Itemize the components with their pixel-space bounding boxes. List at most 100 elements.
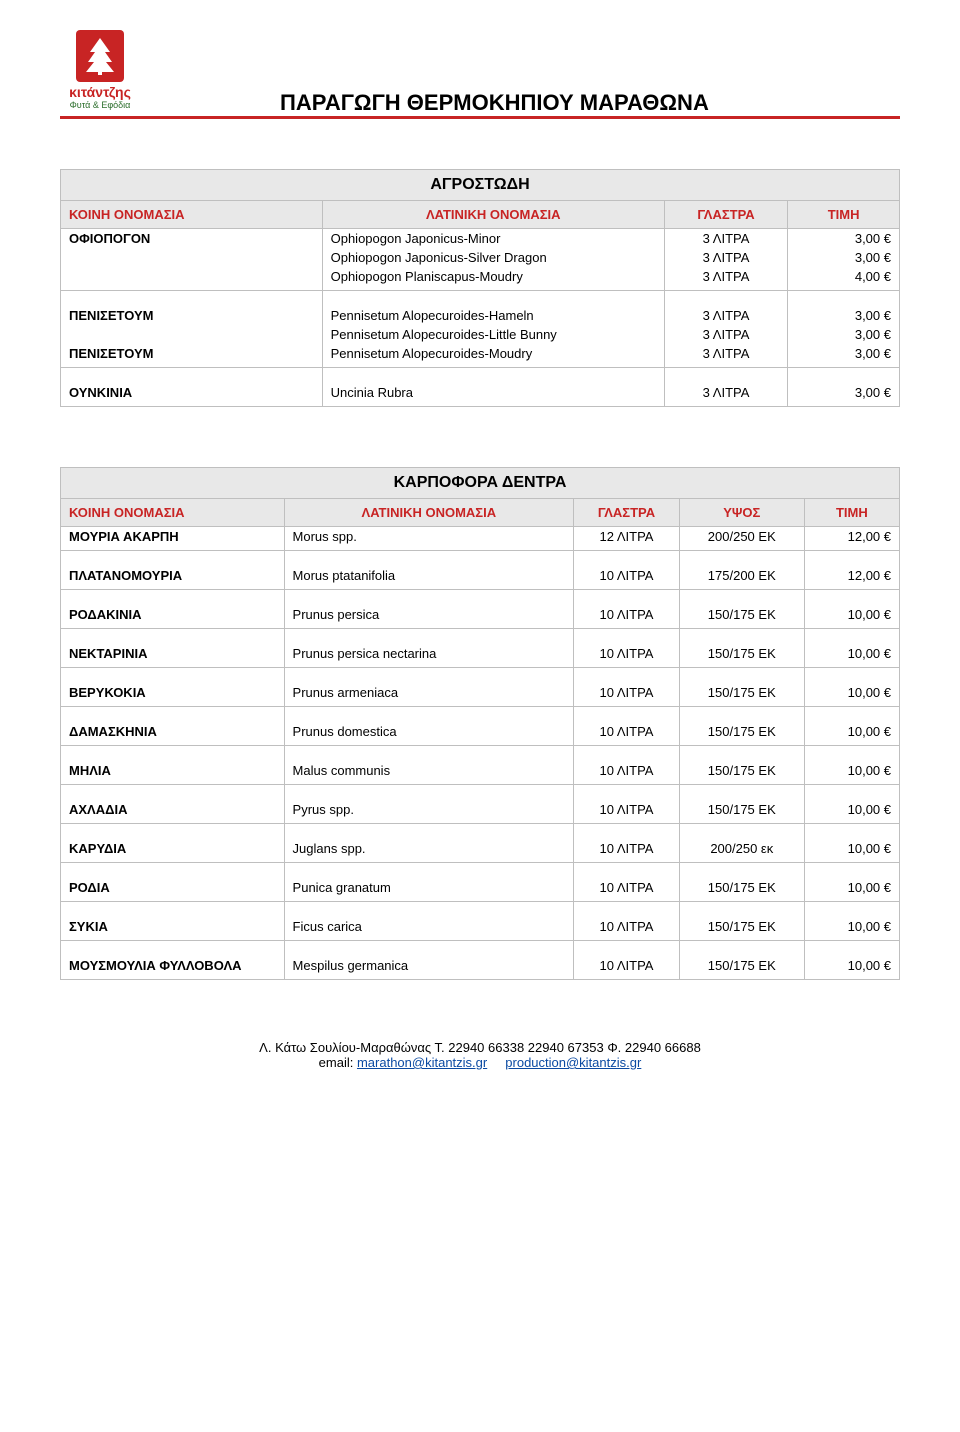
height-cell: 150/175 ΕΚ — [679, 800, 804, 824]
greek-name-cell: ΟΦΙΟΠΟΓΟΝ — [61, 229, 323, 249]
greek-name-cell — [61, 248, 323, 267]
price-cell: 4,00 € — [788, 267, 900, 291]
footer-email-1[interactable]: marathon@kitantzis.gr — [357, 1055, 487, 1070]
table-title: ΚΑΡΠΟΦΟΡΑ ΔΕΝΤΡΑ — [61, 468, 900, 499]
price-cell: 10,00 € — [804, 644, 899, 668]
greek-name-cell: ΝΕΚΤΑΡΙΝΙΑ — [61, 644, 285, 668]
pot-cell: 3 ΛΙΤΡΑ — [664, 306, 787, 325]
latin-name-cell: Ophiopogon Planiscapus-Moudry — [322, 267, 664, 291]
col-height: ΥΨΟΣ — [679, 499, 804, 527]
price-cell: 3,00 € — [788, 344, 900, 368]
height-cell: 150/175 ΕΚ — [679, 761, 804, 785]
price-cell: 10,00 € — [804, 917, 899, 941]
col-pot: ΓΛΑΣΤΡΑ — [664, 201, 787, 229]
latin-name-cell: Pennisetum Alopecuroides-Little Bunny — [322, 325, 664, 344]
latin-name-cell: Uncinia Rubra — [322, 383, 664, 407]
pot-cell: 3 ΛΙΤΡΑ — [664, 248, 787, 267]
latin-name-cell: Malus communis — [284, 761, 574, 785]
footer-email-label: email: — [319, 1055, 354, 1070]
price-cell: 3,00 € — [788, 325, 900, 344]
pot-cell: 10 ΛΙΤΡΑ — [574, 917, 680, 941]
latin-name-cell: Pyrus spp. — [284, 800, 574, 824]
greek-name-cell: ΠΕΝΙΣΕΤΟΥΜ — [61, 306, 323, 325]
latin-name-cell: Pennisetum Alopecuroides-Hameln — [322, 306, 664, 325]
col-price: ΤΙΜΗ — [788, 201, 900, 229]
price-cell: 3,00 € — [788, 383, 900, 407]
col-greek: ΚΟΙΝΗ ΟΝΟΜΑΣΙΑ — [61, 201, 323, 229]
pot-cell: 10 ΛΙΤΡΑ — [574, 878, 680, 902]
pot-cell: 10 ΛΙΤΡΑ — [574, 800, 680, 824]
greek-name-cell: ΑΧΛΑΔΙΑ — [61, 800, 285, 824]
greek-name-cell: ΜΟΥΡΙΑ ΑΚΑΡΠΗ — [61, 527, 285, 551]
latin-name-cell: Mespilus germanica — [284, 956, 574, 980]
logo-area: κιτάντζης Φυτά & Εφόδια — [60, 30, 140, 110]
pot-cell: 10 ΛΙΤΡΑ — [574, 644, 680, 668]
greek-name-cell: ΠΛΑΤΑΝΟΜΟΥΡΙΑ — [61, 566, 285, 590]
greek-name-cell: ΣΥΚΙΑ — [61, 917, 285, 941]
header-rule — [60, 116, 900, 119]
pot-cell: 3 ΛΙΤΡΑ — [664, 267, 787, 291]
greek-name-cell: ΟΥΝΚΙΝΙΑ — [61, 383, 323, 407]
latin-name-cell: Juglans spp. — [284, 839, 574, 863]
height-cell: 150/175 ΕΚ — [679, 683, 804, 707]
col-latin: ΛΑΤΙΝΙΚΗ ΟΝΟΜΑΣΙΑ — [284, 499, 574, 527]
document-footer: Λ. Κάτω Σουλίου-Μαραθώνας Τ. 22940 66338… — [60, 1040, 900, 1070]
table-agrostodi: ΑΓΡΟΣΤΩΔΗ ΚΟΙΝΗ ΟΝΟΜΑΣΙΑ ΛΑΤΙΝΙΚΗ ΟΝΟΜΑΣ… — [60, 169, 900, 407]
pot-cell: 3 ΛΙΤΡΑ — [664, 325, 787, 344]
latin-name-cell: Punica granatum — [284, 878, 574, 902]
height-cell: 150/175 ΕΚ — [679, 878, 804, 902]
pot-cell: 3 ΛΙΤΡΑ — [664, 344, 787, 368]
pot-cell: 3 ΛΙΤΡΑ — [664, 229, 787, 249]
height-cell: 200/250 εκ — [679, 839, 804, 863]
price-cell: 10,00 € — [804, 761, 899, 785]
table-title: ΑΓΡΟΣΤΩΔΗ — [61, 170, 900, 201]
latin-name-cell: Ficus carica — [284, 917, 574, 941]
latin-name-cell: Prunus armeniaca — [284, 683, 574, 707]
col-pot: ΓΛΑΣΤΡΑ — [574, 499, 680, 527]
price-cell: 3,00 € — [788, 306, 900, 325]
logo-brand-text: κιτάντζης — [60, 84, 140, 100]
height-cell: 150/175 ΕΚ — [679, 605, 804, 629]
height-cell: 175/200 ΕΚ — [679, 566, 804, 590]
pot-cell: 10 ΛΙΤΡΑ — [574, 605, 680, 629]
col-price: ΤΙΜΗ — [804, 499, 899, 527]
height-cell: 150/175 ΕΚ — [679, 917, 804, 941]
col-greek: ΚΟΙΝΗ ΟΝΟΜΑΣΙΑ — [61, 499, 285, 527]
greek-name-cell — [61, 325, 323, 344]
pot-cell: 10 ΛΙΤΡΑ — [574, 761, 680, 785]
document-header: κιτάντζης Φυτά & Εφόδια ΠΑΡΑΓΩΓΗ ΘΕΡΜΟΚΗ… — [60, 30, 900, 119]
footer-email-2[interactable]: production@kitantzis.gr — [505, 1055, 641, 1070]
price-cell: 10,00 € — [804, 605, 899, 629]
latin-name-cell: Prunus domestica — [284, 722, 574, 746]
latin-name-cell: Prunus persica nectarina — [284, 644, 574, 668]
latin-name-cell: Pennisetum Alopecuroides-Moudry — [322, 344, 664, 368]
greek-name-cell — [61, 267, 323, 291]
height-cell: 150/175 ΕΚ — [679, 722, 804, 746]
greek-name-cell: ΔΑΜΑΣΚΗΝΙΑ — [61, 722, 285, 746]
logo-icon — [76, 30, 124, 82]
latin-name-cell: Morus spp. — [284, 527, 574, 551]
price-cell: 3,00 € — [788, 248, 900, 267]
greek-name-cell: ΡΟΔΑΚΙΝΙΑ — [61, 605, 285, 629]
height-cell: 150/175 ΕΚ — [679, 956, 804, 980]
greek-name-cell: ΜΟΥΣΜΟΥΛΙΑ ΦΥΛΛΟΒΟΛΑ — [61, 956, 285, 980]
price-cell: 12,00 € — [804, 566, 899, 590]
logo-sub-text: Φυτά & Εφόδια — [60, 100, 140, 110]
price-cell: 10,00 € — [804, 722, 899, 746]
price-cell: 10,00 € — [804, 683, 899, 707]
latin-name-cell: Morus ptatanifolia — [284, 566, 574, 590]
price-cell: 3,00 € — [788, 229, 900, 249]
pot-cell: 10 ΛΙΤΡΑ — [574, 722, 680, 746]
pot-cell: 10 ΛΙΤΡΑ — [574, 683, 680, 707]
price-cell: 12,00 € — [804, 527, 899, 551]
pot-cell: 3 ΛΙΤΡΑ — [664, 383, 787, 407]
latin-name-cell: Prunus persica — [284, 605, 574, 629]
col-latin: ΛΑΤΙΝΙΚΗ ΟΝΟΜΑΣΙΑ — [322, 201, 664, 229]
price-cell: 10,00 € — [804, 956, 899, 980]
latin-name-cell: Ophiopogon Japonicus-Minor — [322, 229, 664, 249]
price-cell: 10,00 € — [804, 839, 899, 863]
price-cell: 10,00 € — [804, 800, 899, 824]
greek-name-cell: ΚΑΡΥΔΙΑ — [61, 839, 285, 863]
greek-name-cell: ΡΟΔΙΑ — [61, 878, 285, 902]
pot-cell: 12 ΛΙΤΡΑ — [574, 527, 680, 551]
